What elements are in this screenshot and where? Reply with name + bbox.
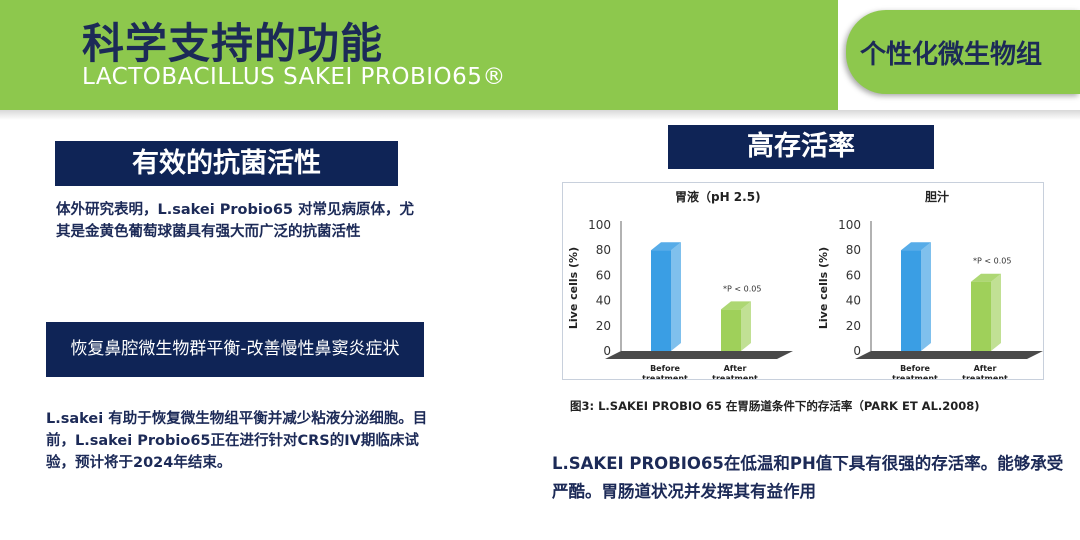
significance-annotation: *P < 0.05: [723, 284, 761, 293]
y-tick-label: 80: [846, 243, 861, 257]
y-tick-label: 80: [596, 243, 611, 257]
bar-front: [651, 250, 671, 351]
x-tick-label: After: [974, 364, 997, 373]
category-tag: 个性化微生物组: [846, 10, 1080, 94]
antibacterial-text: 体外研究表明，L.sakei Probio65 对常见病原体，尤其是金黄色葡萄球…: [56, 202, 415, 240]
header-shadow: [0, 110, 1080, 120]
bar-side: [991, 273, 1001, 351]
page-title: 科学支持的功能: [82, 19, 384, 68]
y-axis-label: Live cells (%): [567, 247, 580, 329]
x-tick-label: treatment: [712, 374, 758, 379]
bar-top: [651, 242, 681, 251]
chart-floor: [855, 351, 1043, 359]
survival-summary: L.SAKEI PROBIO65在低温和PH值下具有很强的存活率。能够承受严酷。…: [552, 454, 1064, 501]
chart-title: 胃液（pH 2.5): [675, 189, 761, 204]
y-tick-label: 60: [596, 268, 611, 282]
y-axis-label: Live cells (%): [817, 247, 830, 329]
survival-chart-frame: 胃液（pH 2.5) 0 20 40 60 80 100 Live cells (%) Befo…: [562, 182, 1044, 383]
survival-heading: 高存活率: [668, 125, 934, 169]
y-tick-label: 0: [853, 344, 861, 358]
bar-top: [721, 301, 751, 310]
figure-caption: 图3: L.SAKEI PROBIO 65 在胃肠道条件下的存活率（PARK E…: [570, 399, 980, 413]
x-tick-label: treatment: [892, 374, 938, 379]
x-tick-label: Before: [650, 364, 680, 373]
y-tick-label: 100: [838, 218, 861, 232]
y-tick-label: 20: [846, 319, 861, 333]
bar-front: [721, 309, 741, 351]
antibacterial-heading: 有效的抗菌活性: [55, 141, 398, 186]
bar-top: [901, 242, 931, 251]
bar-side: [671, 242, 681, 351]
category-tag-label: 个性化微生物组: [860, 40, 1043, 70]
chart-floor: [605, 351, 793, 359]
x-tick-label: After: [724, 364, 747, 373]
y-tick-label: 40: [596, 294, 611, 308]
chart-title: 胆汁: [925, 189, 949, 204]
x-tick-label: treatment: [962, 374, 1008, 379]
y-tick-label: 0: [603, 344, 611, 358]
y-tick-label: 60: [846, 268, 861, 282]
x-tick-label: Before: [900, 364, 930, 373]
significance-annotation: *P < 0.05: [973, 257, 1011, 266]
bar-side: [741, 301, 751, 351]
page-subtitle: LACTOBACILLUS SAKEI PROBIO65®: [82, 64, 506, 90]
y-tick-label: 100: [588, 218, 611, 232]
nasal-balance-text: L.sakei 有助于恢复微生物组平衡并减少粘液分泌细胞。目前，L.sakei …: [46, 411, 428, 471]
bar-front: [971, 281, 991, 351]
bar-top: [971, 273, 1001, 282]
bar-front: [901, 250, 921, 351]
header-banner: [0, 0, 838, 110]
nasal-balance-heading: 恢复鼻腔微生物群平衡-改善慢性鼻窦炎症状: [46, 322, 424, 377]
y-tick-label: 40: [846, 294, 861, 308]
y-tick-label: 20: [596, 319, 611, 333]
x-tick-label: treatment: [642, 374, 688, 379]
bar-side: [921, 242, 931, 351]
survival-charts: 胃液（pH 2.5) 0 20 40 60 80 100 Live cells (%) Befo…: [567, 189, 1043, 383]
